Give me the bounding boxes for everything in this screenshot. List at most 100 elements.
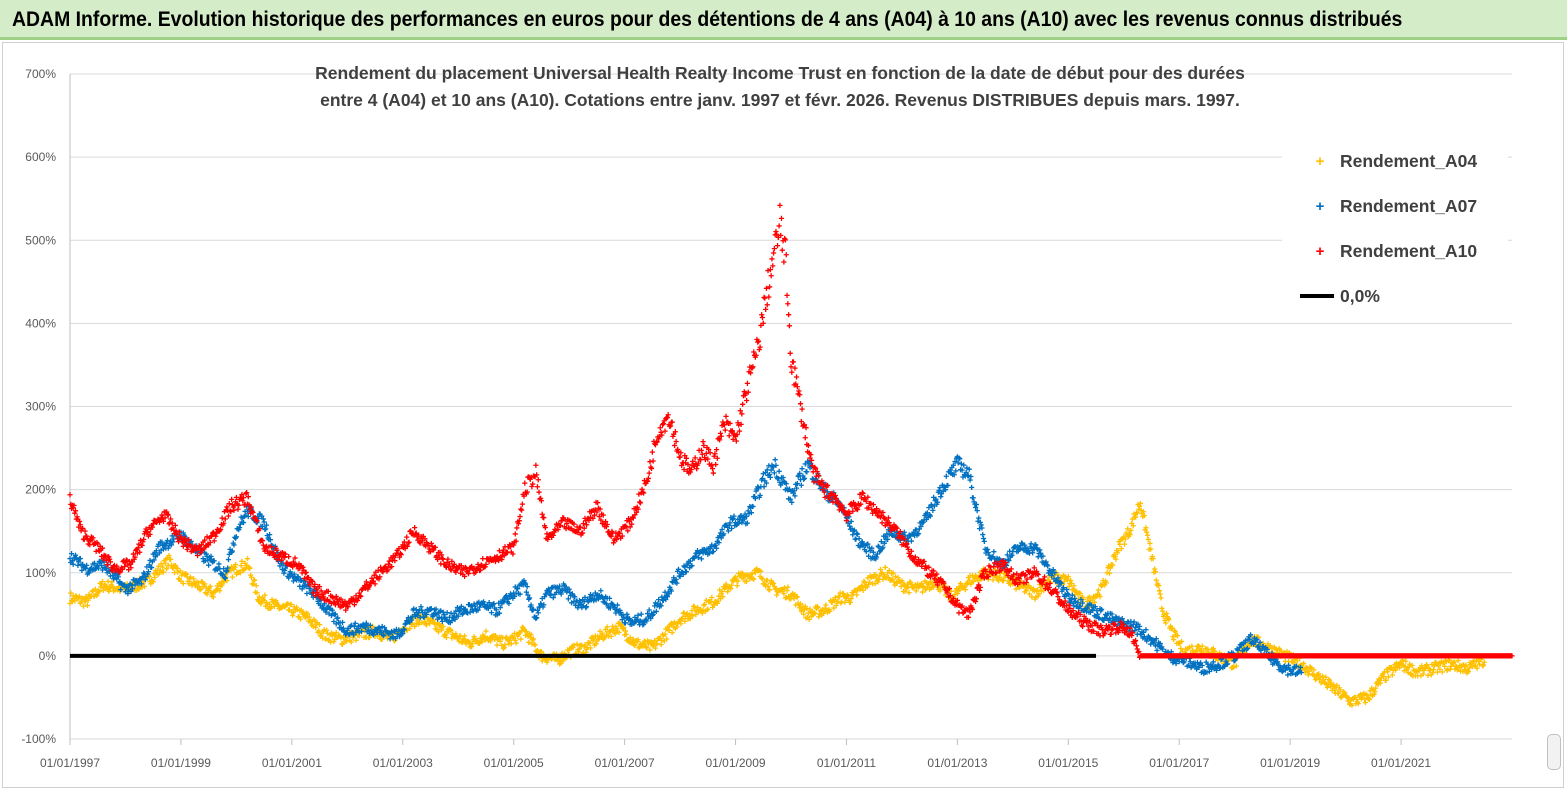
data-point (368, 628, 374, 634)
data-point (816, 614, 822, 620)
data-point (1115, 548, 1121, 554)
report-banner: ADAM Informe. Evolution historique des p… (0, 0, 1567, 40)
data-point (231, 507, 237, 513)
data-point (644, 478, 651, 484)
data-point (1474, 665, 1480, 671)
y-tick-label: 100% (25, 566, 56, 580)
data-point (722, 427, 728, 433)
data-point (760, 320, 766, 326)
x-tick-label: 01/01/2017 (1149, 756, 1209, 770)
x-tick-label: 01/01/2015 (1038, 756, 1098, 770)
data-point (313, 586, 320, 592)
data-point (997, 563, 1003, 570)
data-point (268, 544, 274, 550)
x-tick-label: 01/01/2003 (373, 756, 433, 770)
data-point (84, 533, 90, 539)
data-point (947, 592, 953, 599)
data-point (647, 647, 653, 653)
data-point (689, 563, 695, 569)
data-point (590, 515, 596, 522)
data-point (1153, 636, 1159, 642)
data-point (1035, 571, 1041, 578)
data-point (791, 488, 797, 494)
data-point (1018, 540, 1025, 546)
data-point (68, 590, 74, 596)
data-point (976, 587, 983, 593)
data-point (1169, 625, 1175, 631)
data-point (84, 602, 91, 609)
data-point (1055, 575, 1061, 581)
data-point (598, 588, 604, 594)
data-point (594, 509, 600, 515)
data-point (522, 581, 529, 587)
data-point (787, 350, 793, 356)
data-point (263, 522, 270, 528)
data-point (154, 567, 160, 573)
data-point (1078, 596, 1084, 603)
data-point (396, 546, 402, 552)
data-point (1135, 649, 1141, 656)
data-point (660, 421, 666, 428)
data-point (877, 508, 883, 514)
data-point (1145, 536, 1151, 543)
data-point (1173, 660, 1179, 667)
data-point (687, 616, 693, 622)
data-point (534, 607, 541, 613)
data-point (851, 502, 857, 508)
data-point (1066, 602, 1072, 608)
data-point (1008, 566, 1014, 572)
data-point (211, 538, 217, 544)
data-point (1355, 701, 1361, 707)
data-point (980, 571, 986, 577)
data-point (973, 501, 979, 508)
data-point (726, 522, 732, 528)
data-point (835, 500, 842, 506)
data-point (1156, 583, 1162, 589)
data-point (1144, 638, 1150, 644)
data-point (1427, 668, 1433, 674)
data-point (1056, 583, 1062, 589)
data-point (798, 418, 804, 425)
data-point (692, 455, 698, 461)
data-point (649, 449, 655, 455)
data-point (582, 642, 588, 648)
data-point (860, 587, 866, 593)
data-point (848, 518, 854, 525)
data-point (348, 622, 354, 628)
data-point (572, 594, 578, 600)
data-point (114, 563, 120, 569)
data-point (1158, 595, 1164, 601)
data-point (821, 489, 827, 495)
data-point (973, 598, 979, 605)
data-point (977, 584, 983, 590)
data-point (174, 565, 180, 572)
data-point (934, 582, 941, 588)
data-point (149, 564, 155, 571)
data-point (574, 641, 580, 647)
data-point (1465, 669, 1472, 675)
data-point (885, 536, 891, 542)
data-point (454, 566, 461, 572)
data-point (378, 629, 384, 635)
data-point (954, 597, 960, 604)
data-point (882, 533, 888, 540)
data-point (769, 256, 775, 262)
data-point (1108, 631, 1114, 637)
data-point (794, 594, 800, 600)
data-point (453, 631, 459, 637)
data-point (82, 528, 88, 534)
data-point (1022, 542, 1028, 548)
data-point (1092, 604, 1098, 610)
data-point (1046, 584, 1052, 590)
data-point (348, 639, 354, 645)
data-point (793, 374, 800, 380)
data-point (638, 611, 644, 617)
data-point (445, 556, 451, 562)
data-point (541, 515, 547, 521)
data-point (168, 516, 174, 522)
data-point (501, 598, 507, 604)
data-point (641, 621, 647, 627)
data-point (160, 569, 167, 575)
data-point (1181, 659, 1187, 665)
data-point (530, 481, 536, 487)
